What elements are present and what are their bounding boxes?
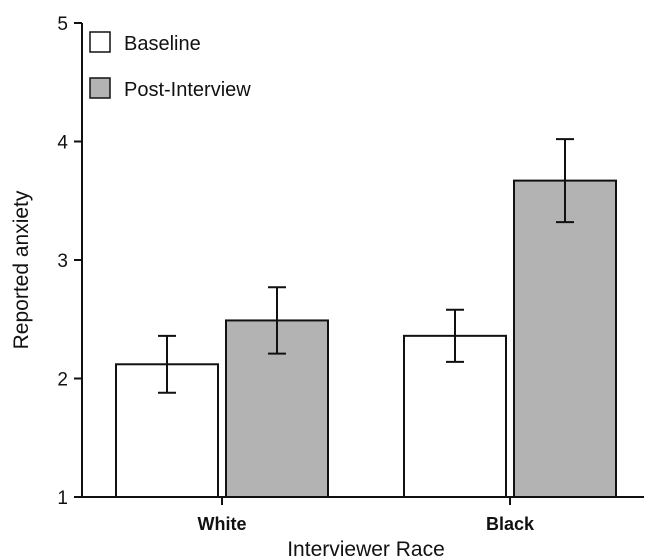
error-bar	[556, 138, 574, 224]
legend: Baseline Post-Interview	[89, 31, 251, 101]
x-category-labels: White Black	[198, 497, 535, 534]
x-axis-label: Interviewer Race	[287, 538, 445, 558]
error-bar	[268, 286, 286, 355]
bars	[115, 179, 617, 498]
y-ticks: 1 2 3 4 5	[57, 14, 82, 509]
legend-swatch-baseline	[89, 31, 111, 53]
y-tick-label: 5	[57, 14, 68, 35]
error-bar	[158, 334, 176, 394]
x-category-label-black: Black	[486, 514, 535, 534]
error-bar	[446, 308, 464, 363]
y-tick-label: 1	[57, 488, 68, 509]
y-tick-label: 3	[57, 251, 68, 272]
bar-post-interview-black	[513, 179, 617, 498]
y-tick-label: 4	[57, 133, 68, 154]
y-tick-label: 2	[57, 370, 68, 391]
legend-label-baseline: Baseline	[124, 33, 201, 55]
legend-swatch-post-interview	[89, 77, 111, 99]
y-axis-label: Reported anxiety	[10, 190, 33, 349]
x-category-label-white: White	[198, 514, 247, 534]
error-bars	[158, 138, 574, 394]
legend-label-post-interview: Post-Interview	[124, 79, 251, 101]
